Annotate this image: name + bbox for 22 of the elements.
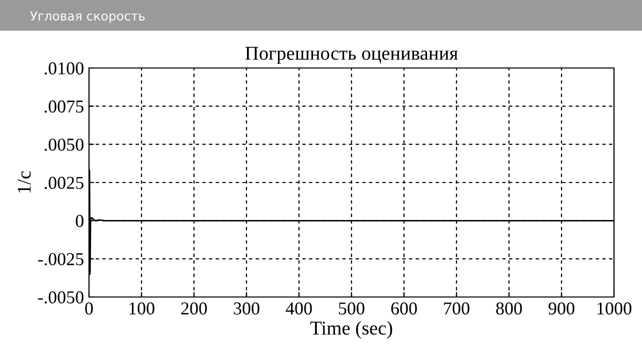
text: Угловая скорость xyxy=(30,11,145,24)
x-axis-title: Time (sec) xyxy=(310,321,392,339)
chart-title: Погрешность оценивания xyxy=(245,46,458,64)
y-tick-label: 0 xyxy=(76,214,84,228)
y-tick-label: .0075 xyxy=(44,100,84,113)
x-tick-label: 400 xyxy=(286,302,312,315)
y-tick-label: .0100 xyxy=(44,62,84,75)
x-tick-label: 100 xyxy=(130,302,154,315)
x-tick-label: 700 xyxy=(444,302,470,315)
x-tick-label: 500 xyxy=(339,302,364,315)
y-tick-label: .0050 xyxy=(44,138,84,151)
x-tick-label: 200 xyxy=(181,302,207,315)
y-tick-label: -.0025 xyxy=(38,253,84,266)
y-axis-title: 1/с xyxy=(18,171,31,193)
x-tick-label: 600 xyxy=(391,302,417,315)
x-tick-label: 0 xyxy=(85,302,93,315)
y-tick-label: .0025 xyxy=(44,176,84,190)
y-tick-label: -.0050 xyxy=(38,291,84,304)
x-tick-label: 1000 xyxy=(598,302,632,315)
x-tick-label: 800 xyxy=(496,302,522,315)
x-tick-label: 900 xyxy=(548,302,574,315)
x-tick-label: 300 xyxy=(234,302,260,315)
